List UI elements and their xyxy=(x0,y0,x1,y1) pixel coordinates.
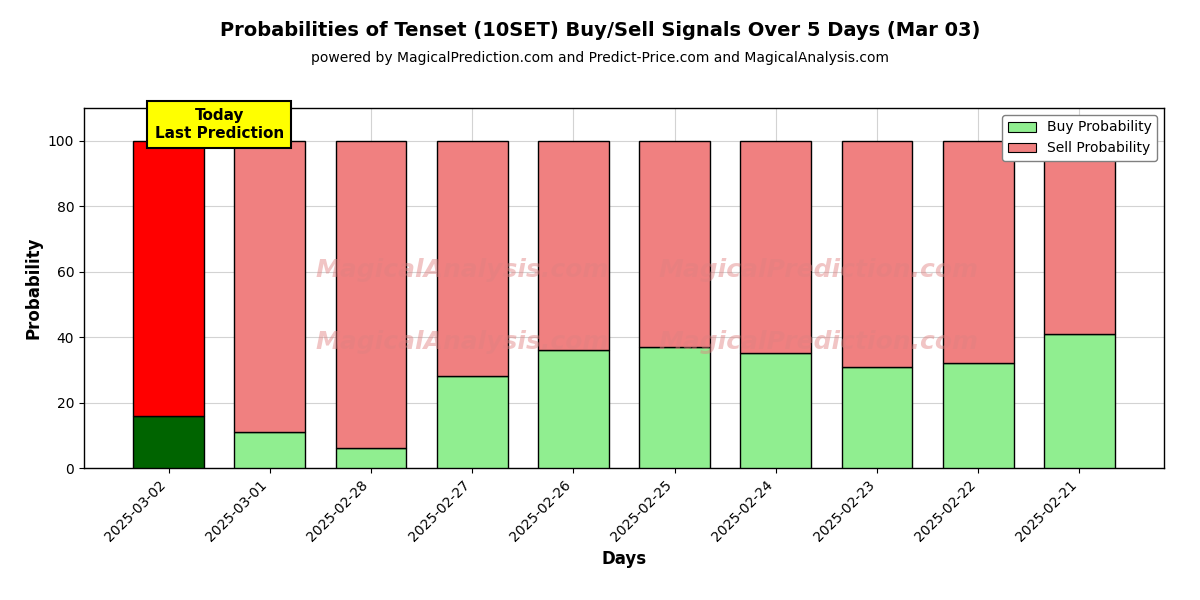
Bar xyxy=(234,432,305,468)
Bar xyxy=(437,376,508,468)
Legend: Buy Probability, Sell Probability: Buy Probability, Sell Probability xyxy=(1002,115,1157,161)
Y-axis label: Probability: Probability xyxy=(24,237,42,339)
Bar xyxy=(437,141,508,376)
Bar xyxy=(943,363,1014,468)
Bar xyxy=(841,367,912,468)
Bar xyxy=(234,141,305,432)
Text: MagicalAnalysis.com: MagicalAnalysis.com xyxy=(316,258,608,282)
Text: MagicalPrediction.com: MagicalPrediction.com xyxy=(659,330,978,354)
Bar xyxy=(538,350,608,468)
Bar xyxy=(1044,334,1115,468)
Bar xyxy=(943,141,1014,363)
Bar xyxy=(336,141,407,448)
Bar xyxy=(133,141,204,416)
Bar xyxy=(336,448,407,468)
Bar xyxy=(740,141,811,353)
Text: powered by MagicalPrediction.com and Predict-Price.com and MagicalAnalysis.com: powered by MagicalPrediction.com and Pre… xyxy=(311,51,889,65)
Text: MagicalAnalysis.com: MagicalAnalysis.com xyxy=(316,330,608,354)
Bar xyxy=(640,347,710,468)
Bar xyxy=(133,416,204,468)
Text: Probabilities of Tenset (10SET) Buy/Sell Signals Over 5 Days (Mar 03): Probabilities of Tenset (10SET) Buy/Sell… xyxy=(220,21,980,40)
Text: Today
Last Prediction: Today Last Prediction xyxy=(155,108,283,140)
Text: MagicalPrediction.com: MagicalPrediction.com xyxy=(659,258,978,282)
X-axis label: Days: Days xyxy=(601,550,647,568)
Bar xyxy=(841,141,912,367)
Bar xyxy=(1044,141,1115,334)
Bar xyxy=(740,353,811,468)
Bar xyxy=(538,141,608,350)
Bar xyxy=(640,141,710,347)
